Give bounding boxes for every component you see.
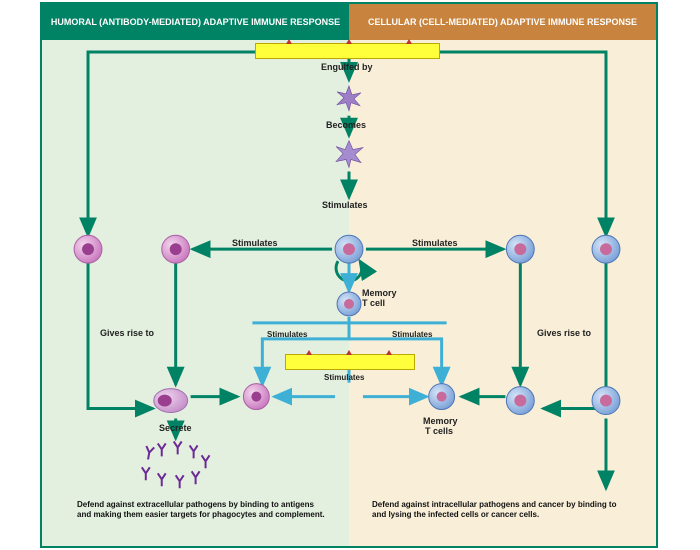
hidden-label-box-2[interactable]	[285, 354, 415, 370]
diagram-svg	[42, 40, 656, 546]
header-humoral: HUMORAL (ANTIBODY-MEDIATED) ADAPTIVE IMM…	[42, 4, 349, 40]
helper-t-cell-icon	[335, 235, 363, 263]
naive-t-icon	[592, 235, 620, 263]
activated-dendritic-icon	[336, 141, 363, 168]
label-stimulates-3: Stimulates	[412, 238, 458, 248]
effector-t-icon	[592, 387, 620, 415]
label-memory-ts2: T cells	[425, 426, 453, 436]
active-cytotoxic-icon	[506, 387, 534, 415]
caption-cellular: Defend against intracellular pathogens a…	[372, 500, 622, 519]
label-gives-rise-r: Gives rise to	[537, 328, 591, 338]
label-stimulates-4: Stimulates	[267, 330, 307, 339]
immune-diagram: HUMORAL (ANTIBODY-MEDIATED) ADAPTIVE IMM…	[40, 2, 658, 548]
antibodies-icon	[142, 441, 210, 488]
label-stimulates-2: Stimulates	[232, 238, 278, 248]
label-memory-t: Memory	[362, 288, 397, 298]
diagram-body: Engulfed by Becomes Stimulates Stimulate…	[42, 40, 656, 546]
b-cell-icon	[162, 235, 190, 263]
caption-humoral: Defend against extracellular pathogens b…	[77, 500, 327, 519]
memory-cytotoxic-icon	[429, 384, 455, 410]
diagram-header: HUMORAL (ANTIBODY-MEDIATED) ADAPTIVE IMM…	[42, 4, 656, 40]
label-stimulates-6: Stimulates	[324, 373, 364, 382]
plasma-cell-icon	[154, 389, 188, 413]
label-engulfed: Engulfed by	[321, 62, 373, 72]
cytotoxic-t-icon	[506, 235, 534, 263]
memory-b-icon	[243, 384, 269, 410]
header-cellular: CELLULAR (CELL-MEDIATED) ADAPTIVE IMMUNE…	[349, 4, 656, 40]
label-secrete: Secrete	[159, 423, 192, 433]
memory-helper-t-icon	[337, 292, 361, 316]
hidden-label-box-1[interactable]	[255, 43, 440, 59]
label-stimulates-1: Stimulates	[322, 200, 368, 210]
label-gives-rise-l: Gives rise to	[100, 328, 154, 338]
naive-b-icon	[74, 235, 102, 263]
label-stimulates-5: Stimulates	[392, 330, 432, 339]
label-becomes: Becomes	[326, 120, 366, 130]
label-memory-ts: Memory	[423, 416, 458, 426]
label-memory-t2: T cell	[362, 298, 385, 308]
dendritic-cell-icon	[337, 86, 361, 111]
